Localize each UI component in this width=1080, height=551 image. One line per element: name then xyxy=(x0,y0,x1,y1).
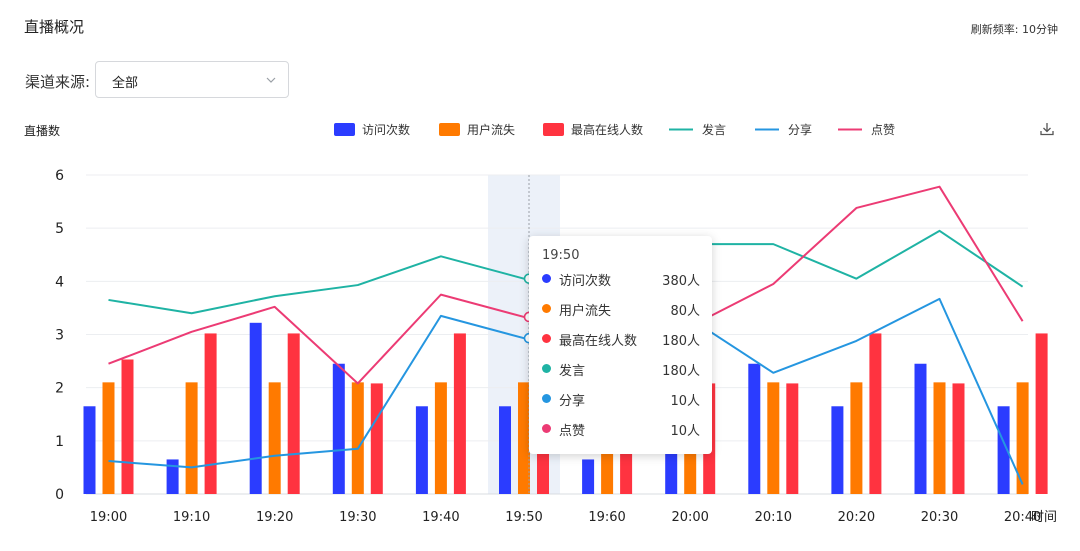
bar-1-5 xyxy=(518,382,530,494)
legend-label-0: 访问次数 xyxy=(362,122,410,137)
x-tick-label: 19:30 xyxy=(339,510,376,525)
tooltip-series-value: 380人 xyxy=(662,274,700,289)
bar-1-1 xyxy=(185,382,198,494)
legend-swatch-0 xyxy=(334,123,355,136)
bar-0-3 xyxy=(332,363,345,494)
tooltip-dot xyxy=(542,274,551,283)
chart-label: 直播数 xyxy=(24,124,61,138)
legend-label-2: 最高在线人数 xyxy=(571,122,643,137)
bar-1-9 xyxy=(850,382,863,494)
x-tick-label: 20:00 xyxy=(671,510,708,525)
tooltip-row-like: 点赞 10人 xyxy=(542,420,700,450)
tooltip-row-share: 分享 10人 xyxy=(542,390,700,420)
tooltip-time: 19:50 xyxy=(542,248,580,263)
page-title: 直播概况 xyxy=(24,18,85,36)
x-tick-label: 19:20 xyxy=(256,510,293,525)
tooltip-series-name: 访问次数 xyxy=(559,274,612,289)
legend-label-4: 分享 xyxy=(788,122,812,137)
tooltip-row-speak: 发言 180人 xyxy=(542,360,700,390)
bar-2-9 xyxy=(869,333,882,494)
tooltip-dot xyxy=(542,334,551,343)
x-tick-label: 19:10 xyxy=(173,510,210,525)
tooltip-series-name: 用户流失 xyxy=(559,304,612,319)
x-tick-label: 19:50 xyxy=(505,510,542,525)
bar-0-0 xyxy=(83,406,96,494)
bar-2-0 xyxy=(121,359,134,494)
tooltip-series-name: 点赞 xyxy=(559,424,586,439)
bar-1-4 xyxy=(434,382,447,494)
tooltip-dot xyxy=(542,364,551,373)
legend-label-1: 用户流失 xyxy=(467,122,515,137)
bar-0-8 xyxy=(748,363,761,494)
tooltip-series-value: 80人 xyxy=(670,304,700,319)
refresh-rate-text: 刷新频率: 10分钟 xyxy=(970,23,1058,36)
bar-2-11 xyxy=(1035,333,1048,494)
tooltip-series-value: 10人 xyxy=(670,394,700,409)
y-tick-label: 4 xyxy=(55,274,64,290)
tooltip-series-name: 分享 xyxy=(559,394,586,409)
legend-label-5: 点赞 xyxy=(871,123,895,137)
bar-2-8 xyxy=(786,383,799,494)
chevron-down-icon xyxy=(266,77,276,83)
tooltip-row-churn: 用户流失 80人 xyxy=(542,300,700,330)
y-tick-label: 1 xyxy=(55,434,64,450)
bar-2-1 xyxy=(204,333,217,494)
legend-label-3: 发言 xyxy=(702,122,726,137)
tooltip-series-value: 10人 xyxy=(670,424,700,439)
bar-1-0 xyxy=(102,382,115,494)
bar-0-10 xyxy=(914,363,927,494)
y-tick-label: 6 xyxy=(55,168,64,184)
x-tick-label: 20:30 xyxy=(921,510,958,525)
y-tick-label: 2 xyxy=(55,381,64,397)
x-tick-label: 19:00 xyxy=(90,510,127,525)
bar-0-2 xyxy=(249,322,262,494)
tooltip-series-value: 180人 xyxy=(662,334,700,349)
bar-0-9 xyxy=(831,406,844,494)
download-icon[interactable] xyxy=(1038,120,1056,138)
bar-2-4 xyxy=(453,333,466,494)
bar-0-1 xyxy=(166,459,179,494)
tooltip-series-value: 180人 xyxy=(662,364,700,379)
bar-2-10 xyxy=(952,383,965,494)
x-tick-label: 20:20 xyxy=(838,510,875,525)
bar-0-5 xyxy=(499,406,511,494)
x-tick-label: 20:40 xyxy=(1004,510,1041,525)
x-tick-label: 19:40 xyxy=(422,510,459,525)
channel-filter-label: 渠道来源: xyxy=(25,73,91,91)
bar-2-3 xyxy=(370,383,383,494)
bar-1-8 xyxy=(767,382,780,494)
tooltip-dot xyxy=(542,304,551,313)
bar-2-2 xyxy=(287,333,300,494)
y-tick-label: 3 xyxy=(55,328,64,344)
tooltip-dot xyxy=(542,424,551,433)
x-tick-label: 19:60 xyxy=(588,510,625,525)
y-tick-label: 5 xyxy=(55,221,64,237)
channel-source-value: 全部 xyxy=(112,76,139,91)
channel-source-select[interactable]: 全部 xyxy=(95,61,289,98)
x-axis-label: 时间 xyxy=(1031,510,1057,525)
tooltip-series-name: 最高在线人数 xyxy=(559,334,638,349)
x-tick-label: 20:10 xyxy=(755,510,792,525)
bar-0-4 xyxy=(415,406,428,494)
bar-1-11 xyxy=(1016,382,1029,494)
legend-swatch-2 xyxy=(543,123,564,136)
tooltip-series-name: 发言 xyxy=(559,364,586,379)
bar-1-2 xyxy=(268,382,281,494)
bar-0-11 xyxy=(997,406,1010,494)
bar-0-6 xyxy=(582,459,595,494)
bar-1-3 xyxy=(351,382,364,494)
tooltip-dot xyxy=(542,394,551,403)
legend-swatch-1 xyxy=(439,123,460,136)
y-tick-label: 0 xyxy=(55,487,64,503)
tooltip-row-visits: 访问次数 380人 xyxy=(542,270,700,300)
bar-1-10 xyxy=(933,382,946,494)
chart-tooltip: 19:50 访问次数 380人 用户流失 80人 最高在线人数 180人 发言 … xyxy=(529,236,712,454)
tooltip-row-peak: 最高在线人数 180人 xyxy=(542,330,700,360)
